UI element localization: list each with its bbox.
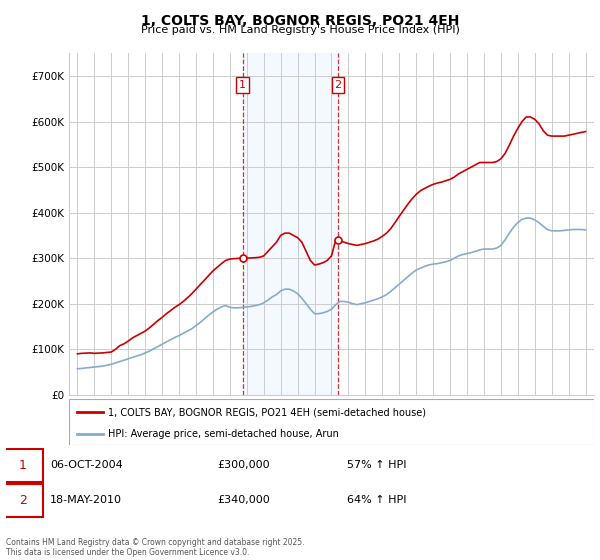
- Text: £340,000: £340,000: [218, 495, 271, 505]
- Text: £300,000: £300,000: [218, 460, 271, 470]
- Text: 06-OCT-2004: 06-OCT-2004: [50, 460, 123, 470]
- FancyBboxPatch shape: [3, 449, 43, 482]
- Text: 1, COLTS BAY, BOGNOR REGIS, PO21 4EH: 1, COLTS BAY, BOGNOR REGIS, PO21 4EH: [141, 14, 459, 28]
- Text: 1: 1: [239, 80, 246, 90]
- Text: 2: 2: [19, 494, 27, 507]
- FancyBboxPatch shape: [3, 483, 43, 517]
- Text: Price paid vs. HM Land Registry's House Price Index (HPI): Price paid vs. HM Land Registry's House …: [140, 25, 460, 35]
- Text: 18-MAY-2010: 18-MAY-2010: [50, 495, 122, 505]
- Text: Contains HM Land Registry data © Crown copyright and database right 2025.
This d: Contains HM Land Registry data © Crown c…: [6, 538, 305, 557]
- Text: HPI: Average price, semi-detached house, Arun: HPI: Average price, semi-detached house,…: [109, 429, 339, 438]
- Text: 2: 2: [334, 80, 341, 90]
- Text: 64% ↑ HPI: 64% ↑ HPI: [347, 495, 407, 505]
- Text: 1, COLTS BAY, BOGNOR REGIS, PO21 4EH (semi-detached house): 1, COLTS BAY, BOGNOR REGIS, PO21 4EH (se…: [109, 407, 427, 417]
- Text: 57% ↑ HPI: 57% ↑ HPI: [347, 460, 407, 470]
- Text: 1: 1: [19, 459, 27, 472]
- Bar: [242, 53, 338, 395]
